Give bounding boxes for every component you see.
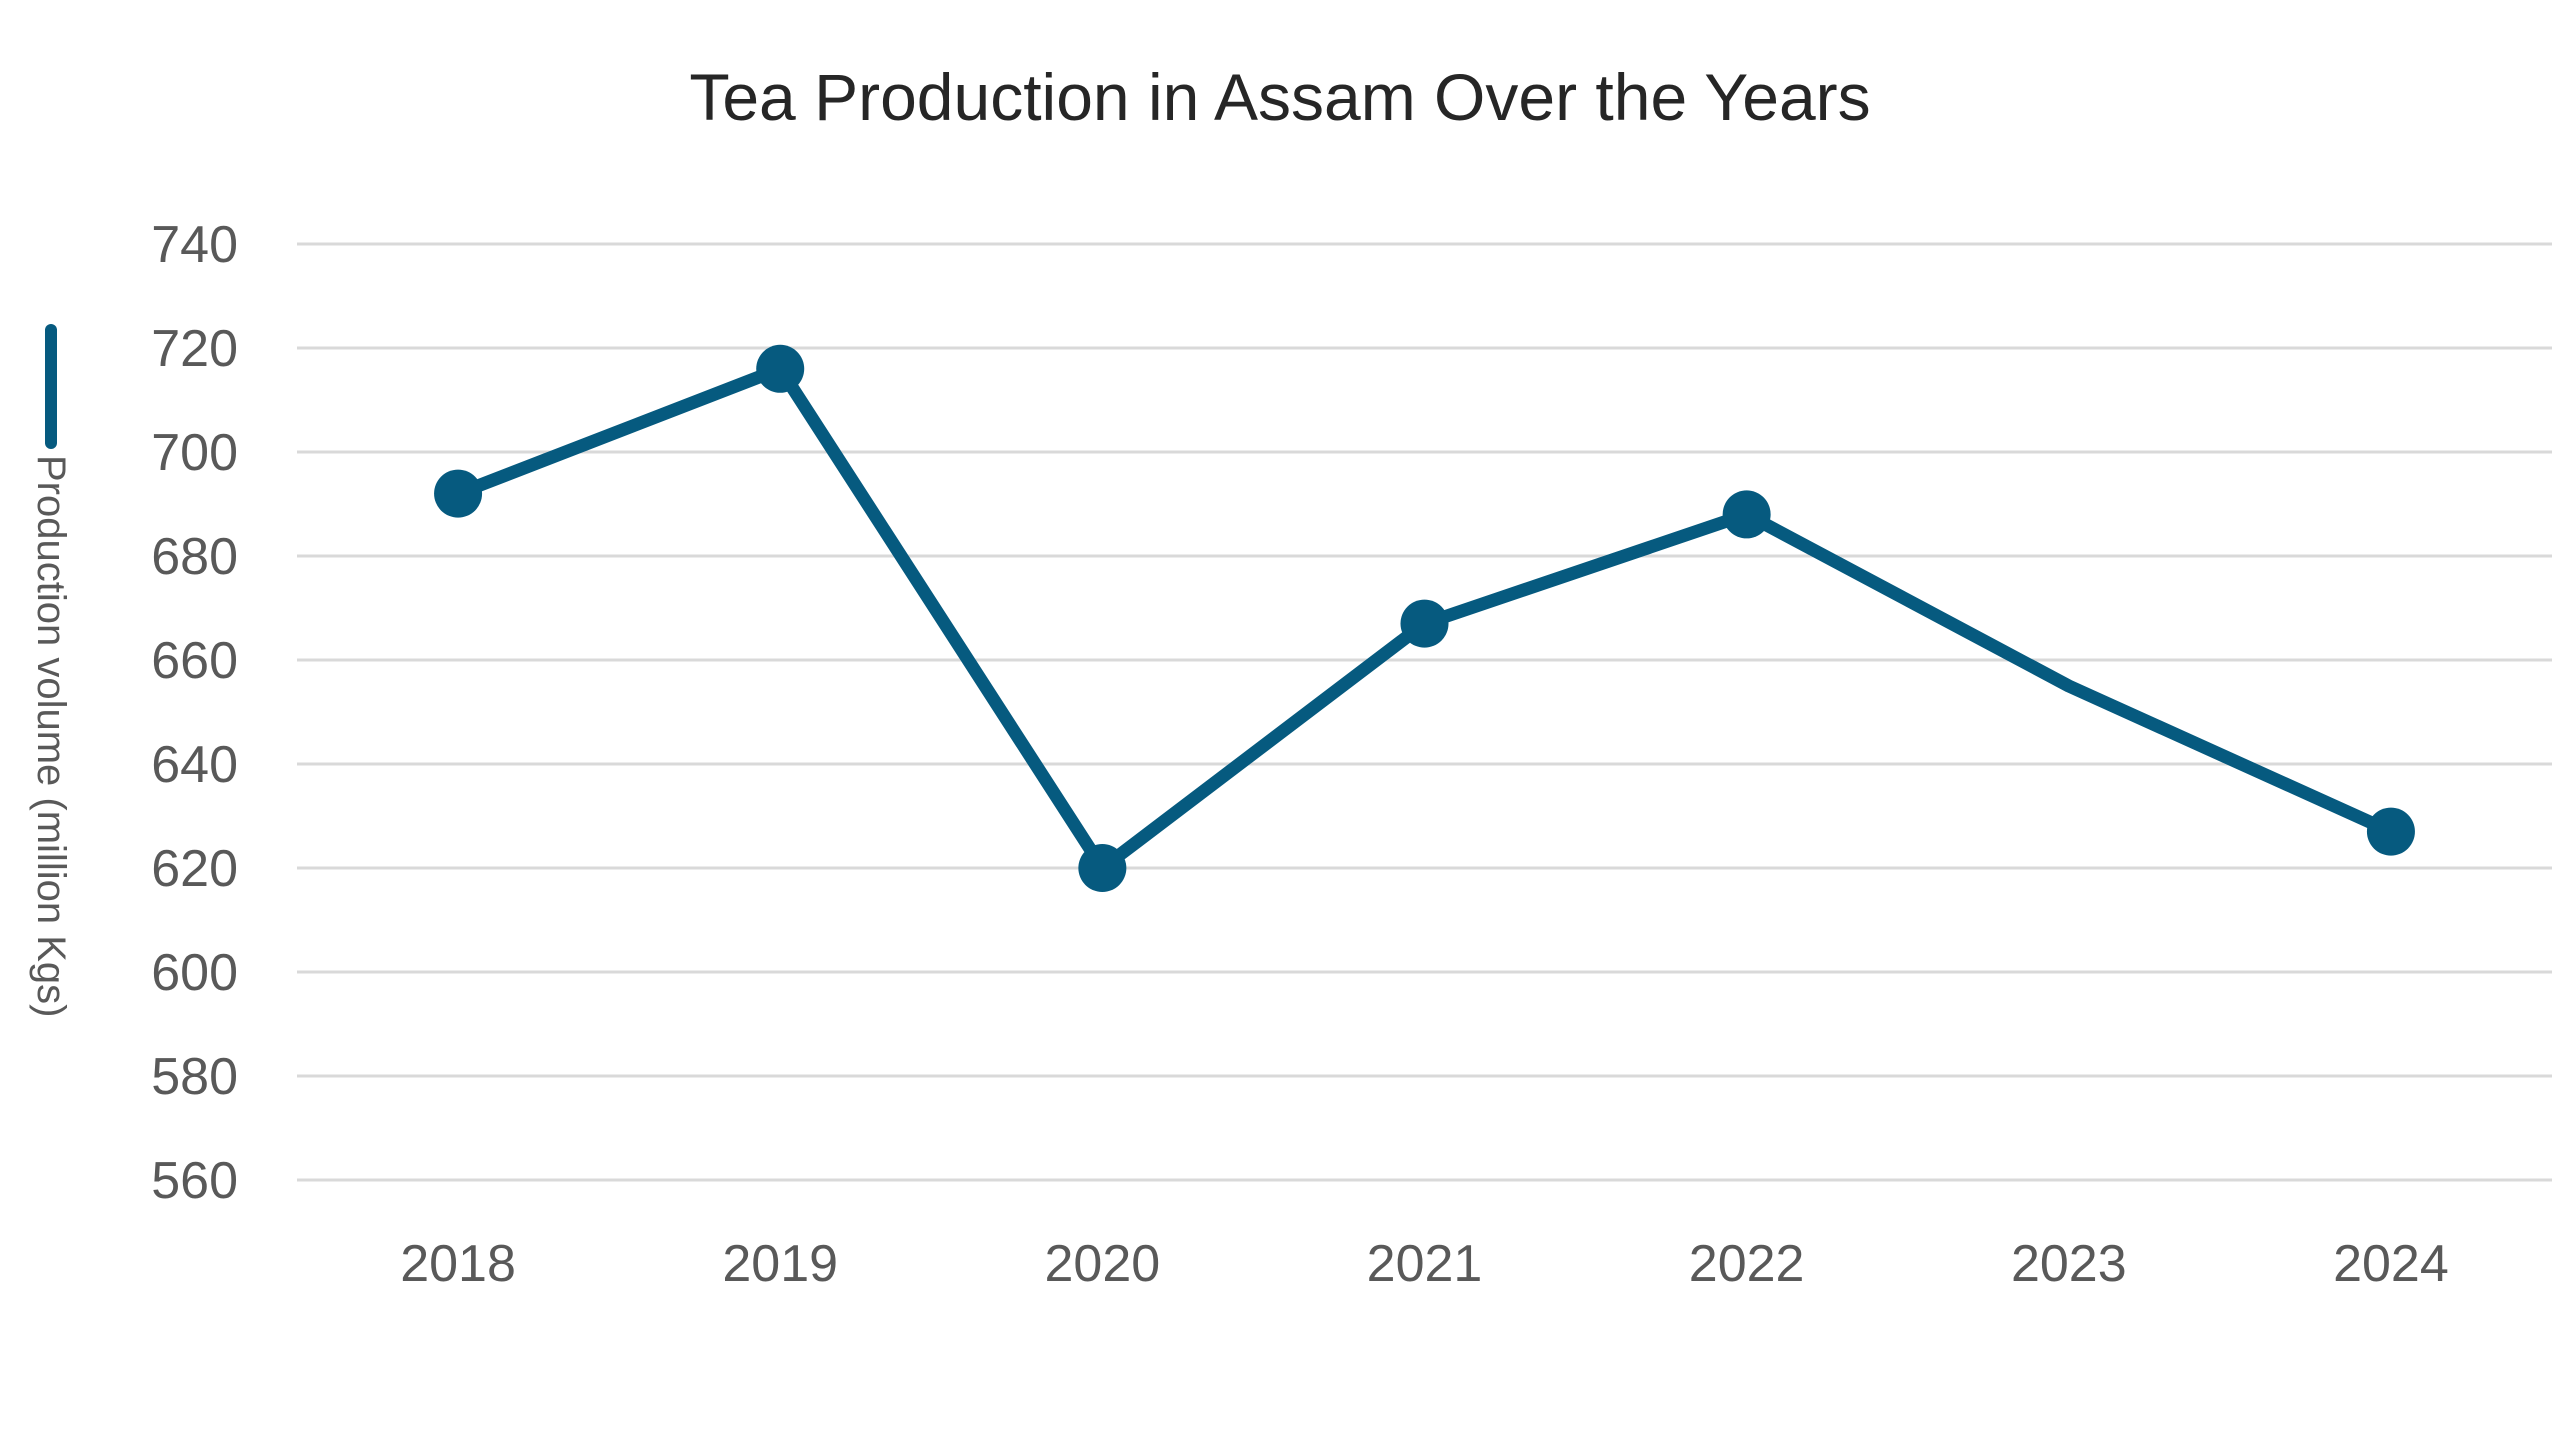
y-tick-label: 580 [151, 1048, 238, 1106]
y-tick-label: 720 [151, 320, 238, 378]
x-tick-label: 2019 [722, 1235, 838, 1293]
y-tick-labels: 560 580 600 620 640 660 680 700 720 740 [151, 216, 238, 1210]
data-point-2019 [756, 344, 805, 393]
gridlines [297, 242, 2552, 1182]
x-tick-label: 2023 [2011, 1235, 2127, 1293]
y-tick-label: 660 [151, 632, 238, 690]
data-point-2021 [1400, 599, 1449, 648]
y-axis-label: Production volume (million Kgs) [29, 455, 73, 1017]
x-tick-label: 2018 [400, 1235, 516, 1293]
y-tick-label: 700 [151, 424, 238, 482]
legend: Production volume (million Kgs) [29, 324, 73, 1017]
x-tick-labels: 2018 2019 2020 2021 2022 2023 2024 [400, 1235, 2449, 1293]
y-tick-label: 560 [151, 1152, 238, 1210]
chart-title: Tea Production in Assam Over the Years [689, 60, 1870, 134]
data-point-2024 [2366, 807, 2415, 856]
y-tick-label: 620 [151, 840, 238, 898]
series-layer [434, 344, 2415, 892]
data-point-2018 [434, 469, 483, 518]
y-tick-label: 640 [151, 736, 238, 794]
y-tick-label: 600 [151, 944, 238, 1002]
x-tick-label: 2024 [2333, 1235, 2449, 1293]
y-tick-label: 740 [151, 216, 238, 274]
data-point-2022 [1722, 490, 1771, 539]
y-tick-label: 680 [151, 528, 238, 586]
x-tick-label: 2020 [1045, 1235, 1161, 1293]
x-tick-label: 2021 [1367, 1235, 1483, 1293]
data-markers [434, 344, 2415, 892]
data-point-2020 [1078, 844, 1127, 892]
x-tick-label: 2022 [1689, 1235, 1805, 1293]
